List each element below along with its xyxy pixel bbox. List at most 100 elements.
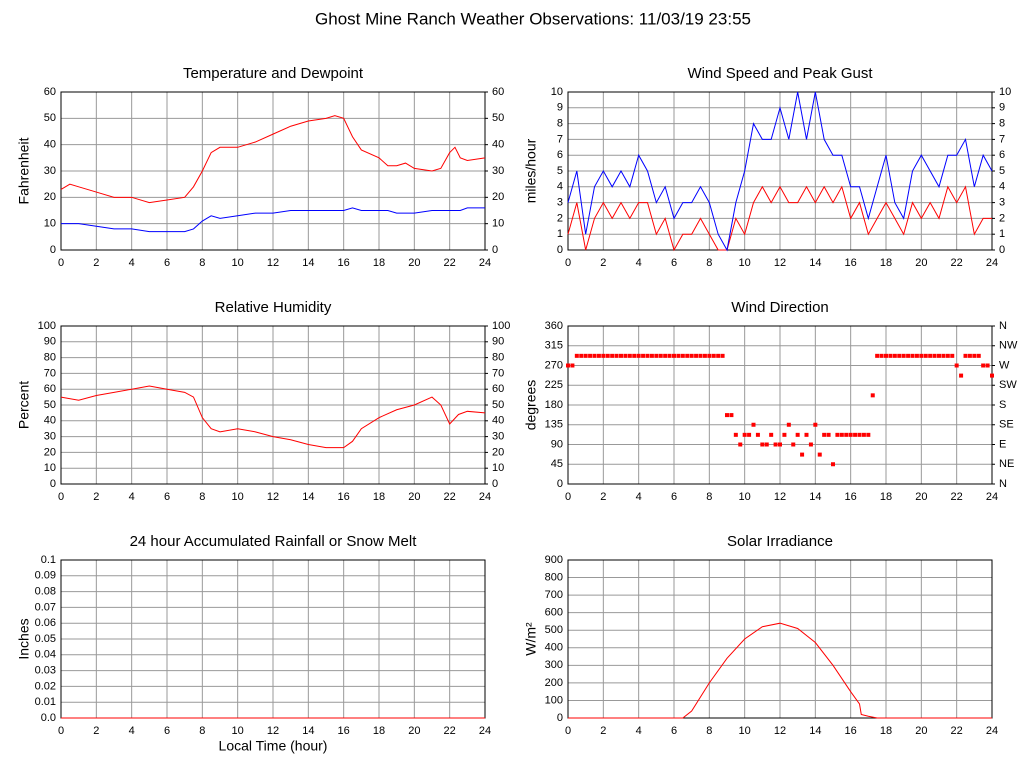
y-tick-label: 10: [44, 462, 56, 474]
x-tick-label: 6: [164, 257, 170, 269]
y2-tick-label: N: [999, 478, 1007, 490]
x-tick-label: 18: [880, 725, 892, 737]
point: [583, 353, 588, 358]
point: [945, 353, 950, 358]
y-tick-label: 20: [44, 446, 56, 458]
y-tick-label: 800: [545, 571, 563, 583]
y2-tick-label: 10: [999, 86, 1011, 98]
x-tick-label: 14: [809, 725, 821, 737]
point: [888, 353, 893, 358]
x-tick-label: 14: [302, 725, 314, 737]
plot-frame: [60, 325, 486, 485]
x-tick-label: 22: [951, 725, 963, 737]
y2-tick-label: S: [999, 399, 1006, 411]
y-tick-label: 135: [545, 419, 563, 431]
y2-tick-label: NW: [999, 340, 1018, 352]
y2-tick-label: 6: [999, 149, 1005, 161]
point: [605, 353, 610, 358]
y2-tick-label: 20: [492, 446, 504, 458]
y-tick-label: 0.08: [35, 586, 56, 598]
y-tick-label: 0.01: [35, 696, 56, 708]
y-tick-label: 360: [545, 320, 563, 332]
y2-tick-label: NE: [999, 458, 1014, 470]
x-tick-label: 0: [58, 725, 64, 737]
y-tick-label: 100: [38, 320, 56, 332]
y-tick-label: 30: [44, 431, 56, 443]
y-tick-label: 3: [557, 197, 563, 209]
y-tick-label: 0: [50, 478, 56, 490]
y-tick-label: 7: [557, 133, 563, 145]
y-tick-label: 4: [557, 181, 563, 193]
y-axis-label: W/m²: [523, 622, 539, 656]
point: [822, 432, 827, 437]
series-line: [61, 207, 485, 233]
point: [738, 442, 743, 447]
point: [981, 363, 986, 368]
point: [910, 353, 915, 358]
point: [861, 432, 866, 437]
y-tick-label: 0.07: [35, 601, 56, 613]
y-tick-label: 0.02: [35, 680, 56, 692]
point: [941, 353, 946, 358]
point: [574, 353, 579, 358]
y-tick-label: 80: [44, 352, 56, 364]
y-tick-label: 1: [557, 228, 563, 240]
y-tick-label: 5: [557, 165, 563, 177]
y-tick-label: 10: [551, 86, 563, 98]
x-tick-label: 14: [809, 491, 821, 503]
point: [641, 353, 646, 358]
point: [791, 442, 796, 447]
point: [694, 353, 699, 358]
y-tick-label: 60: [44, 383, 56, 395]
y2-tick-label: 70: [492, 367, 504, 379]
point: [786, 422, 791, 427]
point: [755, 432, 760, 437]
y-tick-label: 9: [557, 102, 563, 114]
x-tick-label: 12: [267, 491, 279, 503]
x-tick-label: 2: [600, 257, 606, 269]
x-tick-label: 4: [636, 491, 642, 503]
point: [778, 442, 782, 447]
point: [892, 353, 897, 358]
x-tick-label: 6: [671, 491, 677, 503]
x-tick-label: 24: [479, 491, 491, 503]
y-tick-label: 10: [44, 218, 56, 230]
x-tick-label: 2: [600, 725, 606, 737]
x-tick-label: 8: [199, 491, 205, 503]
x-tick-label: 10: [232, 257, 244, 269]
x-tick-label: 10: [739, 491, 751, 503]
point: [967, 353, 972, 358]
point: [663, 353, 668, 358]
point: [733, 432, 738, 437]
point: [848, 432, 853, 437]
point: [932, 353, 937, 358]
x-tick-label: 0: [565, 491, 571, 503]
point: [742, 432, 747, 437]
point: [645, 353, 650, 358]
x-tick-label: 24: [986, 491, 998, 503]
y-tick-label: 200: [545, 677, 563, 689]
x-tick-label: 10: [739, 257, 751, 269]
y2-tick-label: 3: [999, 197, 1005, 209]
point: [800, 452, 805, 457]
x-tick-label: 14: [302, 491, 314, 503]
y2-tick-label: SW: [999, 379, 1017, 391]
x-tick-label: 0: [58, 491, 64, 503]
point: [596, 353, 601, 358]
point: [566, 363, 570, 368]
y-tick-label: 0: [557, 478, 563, 490]
point: [990, 373, 994, 378]
x-tick-label: 20: [408, 725, 420, 737]
point: [879, 353, 884, 358]
point: [914, 353, 919, 358]
x-tick-label: 18: [373, 491, 385, 503]
x-tick-label: 24: [479, 725, 491, 737]
y2-tick-label: 100: [492, 320, 510, 332]
y2-tick-label: SE: [999, 419, 1014, 431]
y2-tick-label: 0: [492, 478, 498, 490]
y-tick-label: 0.09: [35, 570, 56, 582]
y2-tick-label: W: [999, 359, 1010, 371]
point: [906, 353, 911, 358]
x-tick-label: 16: [845, 257, 857, 269]
point: [751, 422, 756, 427]
